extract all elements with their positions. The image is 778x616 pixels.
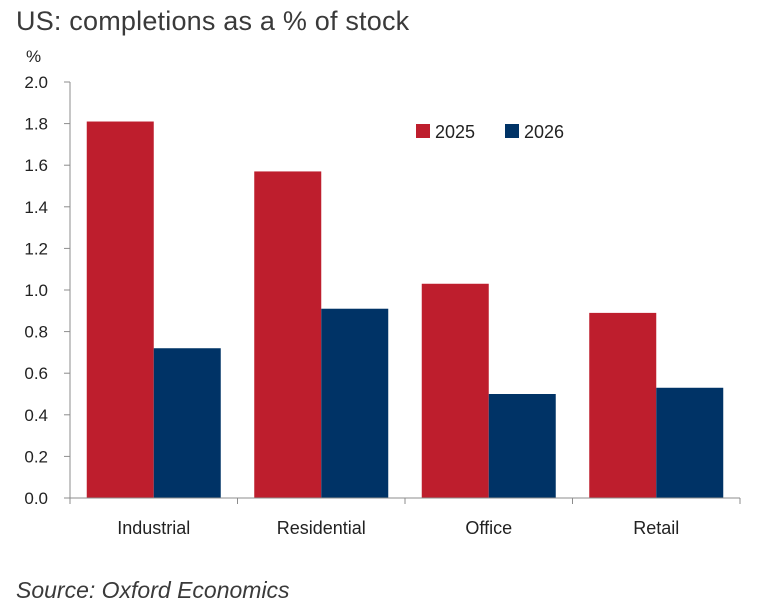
x-axis: Industrial Residential Office Retail	[69, 497, 741, 538]
y-tick-label: 1.0	[24, 281, 48, 300]
bars	[86, 121, 724, 499]
x-category-label: Retail	[633, 518, 679, 538]
bar-residential-2026	[321, 308, 389, 498]
bar-retail-2026	[656, 387, 724, 498]
y-tick-label: 1.6	[24, 156, 48, 175]
legend-swatch-2025	[416, 124, 430, 138]
legend-label-2025: 2025	[435, 122, 475, 142]
source-note: Source: Oxford Economics	[16, 577, 290, 603]
legend: 2025 2026	[416, 122, 564, 142]
chart-title: US: completions as a % of stock	[16, 6, 410, 36]
y-tick-label: 0.4	[24, 406, 48, 425]
bar-office-2025	[421, 283, 489, 498]
y-tick-label: 0.0	[24, 489, 48, 508]
y-axis: % 0.0 0.2 0.4 0.6 0.8 1.0 1.2 1.4 1.6 1.8 2.0	[24, 47, 71, 508]
bar-residential-2025	[254, 171, 322, 498]
bar-industrial-2025	[86, 121, 154, 499]
y-tick-label: 1.4	[24, 198, 48, 217]
y-tick-label: 1.2	[24, 239, 48, 258]
y-tick-label: 0.8	[24, 323, 48, 342]
x-category-label: Residential	[277, 518, 366, 538]
y-axis-unit-label: %	[26, 47, 41, 66]
y-tick-label: 1.8	[24, 115, 48, 134]
legend-swatch-2026	[505, 124, 519, 138]
x-category-label: Office	[465, 518, 512, 538]
bar-industrial-2026	[153, 348, 221, 498]
y-tick-label: 0.6	[24, 364, 48, 383]
legend-label-2026: 2026	[524, 122, 564, 142]
bar-chart: % 0.0 0.2 0.4 0.6 0.8 1.0 1.2 1.4 1.6 1.8 2.0 Indus…	[24, 47, 741, 538]
y-tick-label: 0.2	[24, 447, 48, 466]
x-category-label: Industrial	[117, 518, 190, 538]
bar-office-2026	[488, 394, 556, 498]
bar-retail-2025	[589, 312, 657, 498]
y-tick-label: 2.0	[24, 73, 48, 92]
